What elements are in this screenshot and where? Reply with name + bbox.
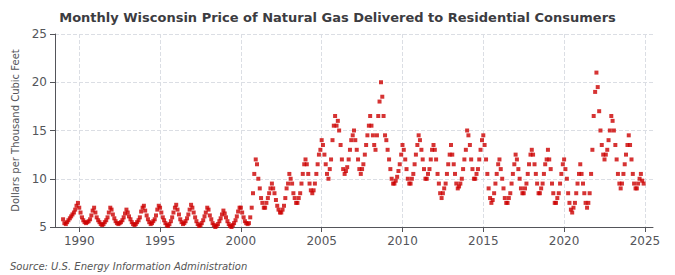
svg-text:2005: 2005 xyxy=(306,234,337,248)
svg-text:25: 25 xyxy=(32,27,47,41)
svg-text:1995: 1995 xyxy=(145,234,176,248)
svg-text:10: 10 xyxy=(32,172,47,186)
svg-text:20: 20 xyxy=(32,75,47,89)
svg-text:Monthly Wisconsin Price of Nat: Monthly Wisconsin Price of Natural Gas D… xyxy=(59,10,616,25)
svg-text:2015: 2015 xyxy=(468,234,499,248)
svg-text:Source: U.S. Energy Informatio: Source: U.S. Energy Information Administ… xyxy=(10,261,247,272)
svg-text:2000: 2000 xyxy=(226,234,257,248)
svg-text:2025: 2025 xyxy=(630,234,661,248)
svg-text:2020: 2020 xyxy=(549,234,580,248)
svg-text:Dollars per Thousand Cubic Fee: Dollars per Thousand Cubic Feet xyxy=(10,49,21,212)
svg-text:5: 5 xyxy=(39,220,47,234)
svg-text:1990: 1990 xyxy=(64,234,95,248)
svg-text:15: 15 xyxy=(32,124,47,138)
svg-text:2010: 2010 xyxy=(387,234,418,248)
